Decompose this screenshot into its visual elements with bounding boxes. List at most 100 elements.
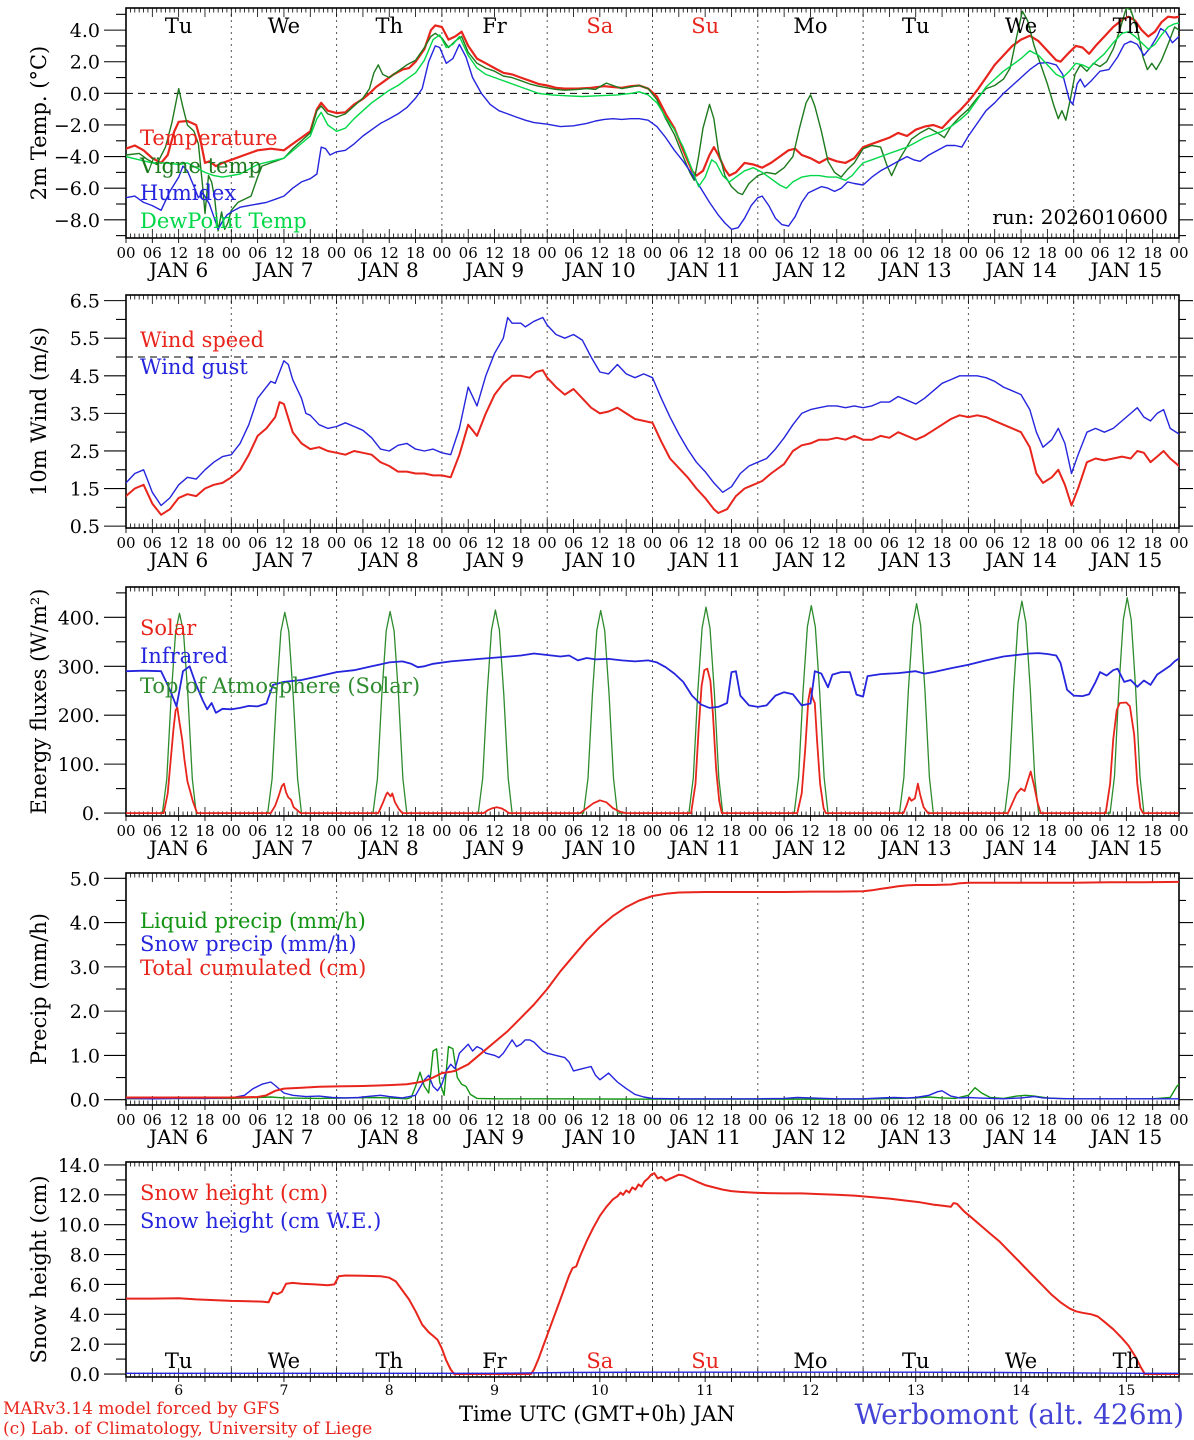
x-date-label: JAN 7 (252, 836, 313, 860)
legend-wind-gust: Wind gust (140, 355, 248, 379)
x-hour-label: 06 (564, 244, 583, 262)
day-name-label: Su (691, 14, 719, 38)
day-name-label: Tu (165, 14, 193, 38)
x-hour-label: 18 (1143, 244, 1162, 262)
x-hour-label: 18 (827, 822, 846, 840)
x-date-label: JAN 8 (358, 836, 419, 860)
x-hour-label: 06 (669, 822, 688, 840)
wind-panel: 6.5 5.5 4.5 3.5 2.5 1.5 0.5 Wind speed Wind gust… (27, 291, 1193, 572)
x-hour-label: 00 (432, 1111, 451, 1129)
model-credit-line2: (c) Lab. of Climatology, University of L… (3, 1419, 373, 1439)
x-hour-label: 00 (1064, 822, 1083, 840)
temperature-curve (126, 15, 1179, 177)
x-hour-label: 00 (959, 822, 978, 840)
x-date-label: JAN 8 (358, 548, 419, 572)
temperature-panel: 4.0 2.0 0.0 −2.0 −4.0 −6.0 −8.0 Temperature Vign… (27, 7, 1193, 282)
x-hour-label: 00 (222, 244, 241, 262)
legend-infrared: Infrared (140, 644, 228, 668)
x-hour-label: 06 (459, 534, 478, 552)
y-tick-label: 5.0 (70, 868, 100, 890)
x-hour-label: 06 (353, 1111, 372, 1129)
x-hour-label: 00 (538, 1111, 557, 1129)
x-hour-label: 00 (327, 534, 346, 552)
x-hour-label: 06 (459, 822, 478, 840)
x-hour-label: 12 (801, 244, 820, 262)
x-hour-label: 06 (248, 1111, 267, 1129)
y-axis-title: Precip (mm/h) (27, 913, 51, 1065)
day-name-label: We (1005, 1349, 1037, 1373)
y-tick-label: 5.5 (70, 328, 100, 350)
x-date-label: JAN 8 (358, 258, 419, 282)
x-axis-caption: Time UTC (GMT+0h) JAN (459, 1402, 735, 1426)
model-credit-line1: MARv3.14 model forced by GFS (3, 1399, 280, 1419)
x-hour-label: 12 (1012, 244, 1031, 262)
y-tick-label: −8.0 (54, 210, 100, 232)
plot-frame (125, 7, 1180, 239)
x-hour-label: 06 (143, 1111, 162, 1129)
x-date-label: JAN 14 (983, 836, 1057, 860)
x-day-number-label: 9 (490, 1383, 499, 1399)
x-date-label: JAN 15 (1088, 1125, 1162, 1149)
x-hour-label: 18 (406, 534, 425, 552)
x-hour-label: 06 (564, 822, 583, 840)
x-date-label: JAN 9 (463, 548, 524, 572)
x-hour-label: 06 (248, 534, 267, 552)
x-hour-label: 18 (722, 822, 741, 840)
legend-liquid-precip-mm-h: Liquid precip (mm/h) (140, 909, 366, 933)
x-hour-label: 18 (827, 244, 846, 262)
x-hour-label: 18 (195, 822, 214, 840)
x-hour-label: 18 (406, 244, 425, 262)
x-hour-label: 18 (722, 244, 741, 262)
snow-precip-curve (126, 1039, 1179, 1100)
y-tick-label: 3.0 (70, 957, 100, 979)
x-hour-label: 00 (643, 822, 662, 840)
x-hour-label: 18 (617, 534, 636, 552)
x-hour-label: 00 (854, 822, 873, 840)
x-hour-label: 12 (169, 822, 188, 840)
y-tick-label: 0.0 (70, 83, 100, 105)
x-hour-label: 18 (1038, 1111, 1057, 1129)
x-hour-label: 00 (959, 534, 978, 552)
x-hour-label: 06 (353, 822, 372, 840)
x-hour-label: 06 (880, 822, 899, 840)
x-hour-label: 06 (143, 822, 162, 840)
x-hour-label: 12 (696, 822, 715, 840)
x-date-label: JAN 14 (983, 1125, 1057, 1149)
x-hour-label: 06 (775, 244, 794, 262)
plot-frame (125, 1161, 1180, 1378)
x-date-label: JAN 15 (1088, 548, 1162, 572)
y-axis-title: Energy fluxes (W/m²) (27, 589, 51, 815)
y-tick-label: 300. (58, 656, 100, 678)
x-hour-label: 12 (801, 1111, 820, 1129)
x-hour-label: 06 (985, 822, 1004, 840)
x-hour-label: 00 (327, 822, 346, 840)
y-tick-label: 2.0 (70, 1001, 100, 1023)
x-hour-label: 12 (1012, 534, 1031, 552)
y-tick-label: 0. (82, 803, 100, 825)
x-hour-label: 06 (880, 534, 899, 552)
y-tick-label: −6.0 (54, 178, 100, 200)
infrared-curve (126, 652, 1179, 714)
x-hour-label: 06 (564, 534, 583, 552)
y-tick-label: 4.0 (70, 1304, 100, 1326)
x-hour-label: 12 (380, 822, 399, 840)
x-hour-label: 18 (1143, 534, 1162, 552)
x-hour-label: 12 (1117, 1111, 1136, 1129)
day-name-label: Sa (586, 1349, 613, 1373)
legend-total-cumulated-cm: Total cumulated (cm) (140, 956, 366, 980)
x-hour-label: 18 (195, 534, 214, 552)
day-name-label: Mo (793, 1349, 827, 1373)
x-hour-label: 06 (775, 1111, 794, 1129)
x-hour-label: 12 (590, 244, 609, 262)
x-hour-label: 18 (1038, 244, 1057, 262)
y-tick-label: 0.5 (70, 516, 100, 538)
x-hour-label: 18 (933, 244, 952, 262)
precip-panel: 5.0 4.0 3.0 2.0 1.0 0.0 Liquid precip (mm/h)Sn… (27, 868, 1193, 1149)
x-hour-label: 06 (1090, 1111, 1109, 1129)
x-hour-label: 06 (880, 1111, 899, 1129)
x-hour-label: 12 (169, 1111, 188, 1129)
x-hour-label: 12 (485, 534, 504, 552)
x-hour-label: 12 (380, 534, 399, 552)
x-hour-label: 12 (906, 534, 925, 552)
y-tick-label: −2.0 (54, 115, 100, 137)
